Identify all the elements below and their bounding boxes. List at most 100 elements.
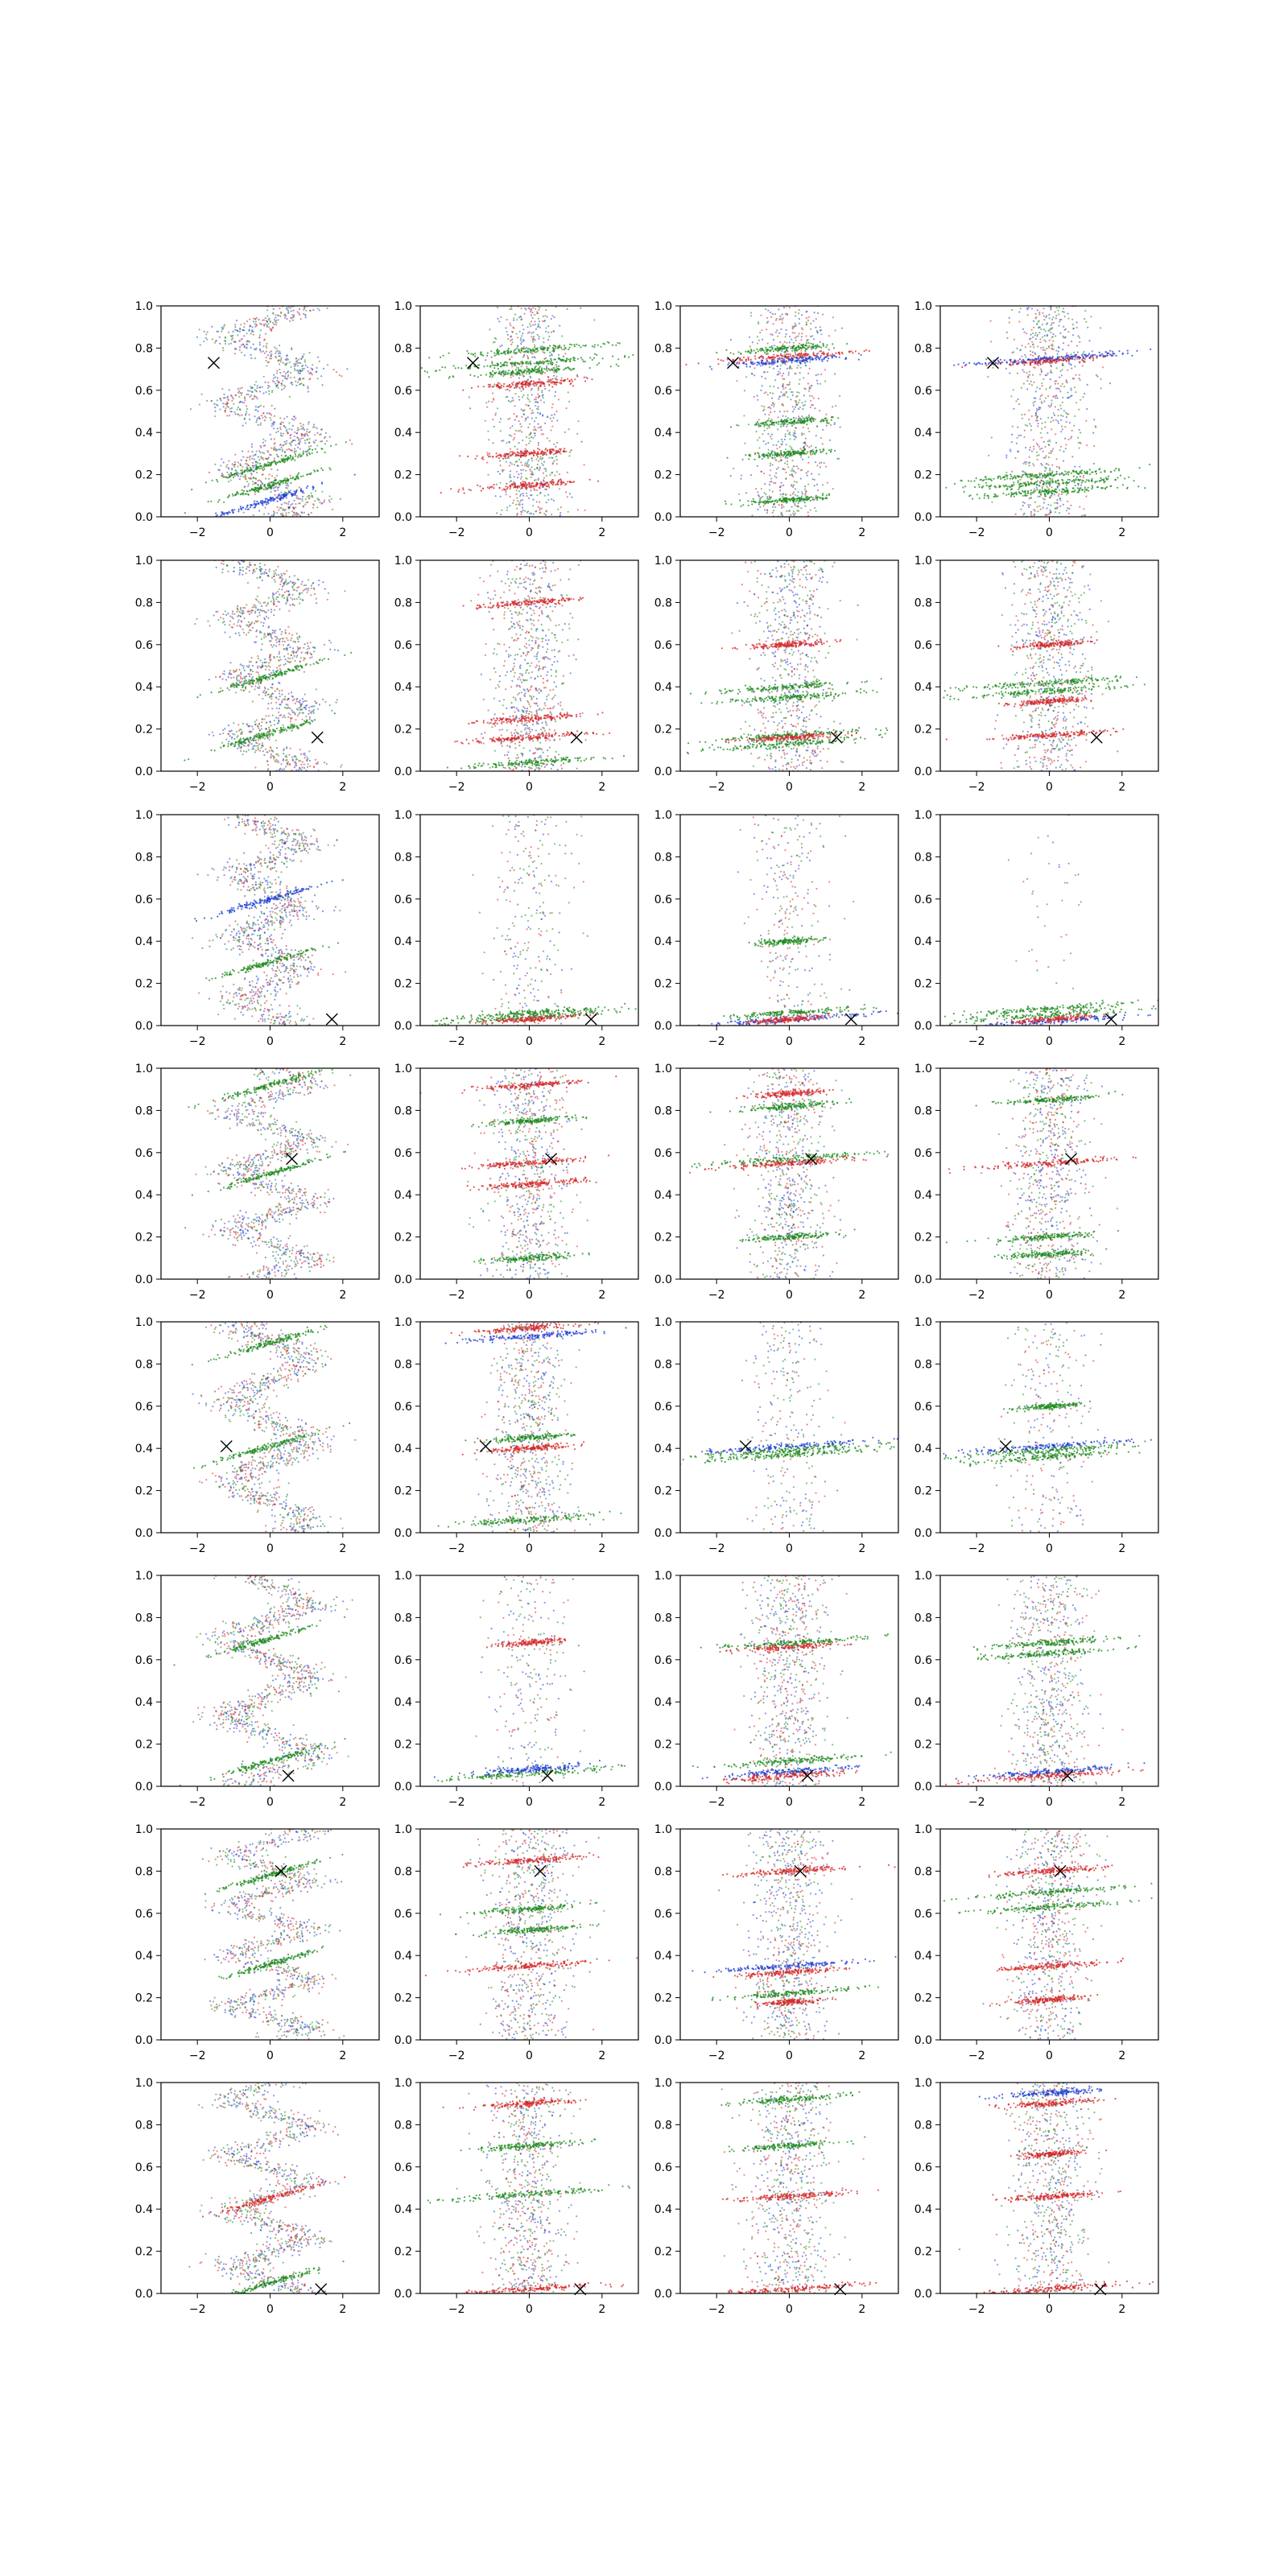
scatter-point	[539, 426, 542, 429]
scatter-point	[762, 433, 764, 436]
scatter-point	[571, 496, 573, 498]
scatter-point	[284, 364, 287, 366]
scatter-point	[520, 390, 522, 392]
scatter-point	[220, 464, 222, 467]
scatter-point	[501, 364, 504, 366]
scatter-point	[543, 468, 546, 470]
scatter-point	[303, 506, 305, 508]
scatter-point	[270, 463, 272, 465]
scatter-point	[293, 419, 295, 421]
scatter-point	[509, 386, 512, 389]
scatter-point	[233, 353, 236, 355]
scatter-point	[811, 473, 813, 475]
scatter-point	[814, 418, 816, 421]
scatter-point	[780, 499, 782, 502]
scatter-point	[761, 329, 763, 332]
scatter-point	[283, 496, 286, 498]
scatter-point	[275, 497, 278, 499]
scatter-point	[765, 308, 767, 311]
scatter-point	[543, 477, 546, 479]
scatter-point	[530, 389, 532, 391]
scatter-point	[727, 364, 729, 366]
scatter-point	[782, 496, 784, 498]
scatter-point	[245, 462, 247, 465]
scatter-point	[440, 492, 442, 494]
scatter-point	[786, 346, 789, 349]
scatter-point	[832, 343, 834, 345]
axes-frame	[679, 305, 899, 518]
scatter-point	[255, 421, 258, 423]
scatter-point	[506, 361, 509, 364]
scatter-point	[803, 345, 805, 348]
scatter-point	[792, 450, 795, 453]
scatter-point	[782, 388, 785, 390]
scatter-point	[518, 473, 520, 476]
scatter-point	[807, 461, 810, 464]
scatter-point	[261, 502, 263, 505]
scatter-point	[762, 496, 764, 498]
scatter-point	[251, 461, 254, 464]
scatter-point	[568, 455, 571, 457]
scatter-point	[774, 360, 776, 362]
scatter-point	[786, 450, 789, 453]
scatter-point	[783, 378, 786, 380]
scatter-point	[520, 347, 523, 349]
scatter-point	[210, 399, 213, 402]
scatter-point	[793, 345, 795, 347]
scatter-point	[780, 481, 782, 484]
scatter-point	[241, 386, 243, 389]
scatter-point	[753, 362, 756, 365]
scatter-point	[1059, 404, 1062, 407]
scatter-point	[294, 369, 296, 372]
scatter-point	[205, 333, 208, 336]
scatter-point	[306, 438, 308, 441]
scatter-point	[274, 320, 277, 323]
scatter-point	[505, 460, 507, 463]
scatter-point	[216, 399, 218, 402]
scatter-point	[497, 352, 500, 355]
scatter-point	[258, 510, 261, 512]
scatter-point	[786, 510, 788, 513]
scatter-point	[826, 421, 828, 423]
scatter-point	[809, 387, 811, 390]
scatter-point	[555, 390, 557, 393]
scatter-point	[548, 390, 551, 392]
scatter-point	[527, 385, 530, 388]
scatter-point	[204, 336, 207, 339]
scatter-point	[243, 354, 246, 357]
scatter-point	[804, 485, 807, 488]
scatter-point	[531, 312, 534, 314]
scatter-point	[233, 341, 235, 343]
scatter-point	[764, 378, 767, 380]
scatter-point	[762, 360, 764, 362]
scatter-point	[743, 415, 745, 417]
scatter-point	[779, 450, 782, 452]
scatter-point	[781, 374, 783, 377]
scatter-point	[548, 440, 551, 442]
scatter-point	[256, 398, 258, 400]
scatter-point	[301, 512, 303, 514]
scatter-point	[534, 314, 536, 316]
scatter-point	[780, 438, 783, 441]
scatter-point	[804, 493, 807, 497]
scatter-point	[507, 399, 510, 402]
scatter-point	[802, 500, 804, 502]
scatter-point	[511, 338, 514, 341]
scatter-point	[486, 352, 489, 354]
scatter-point	[494, 412, 497, 415]
scatter-point	[563, 360, 565, 362]
scatter-point	[747, 500, 749, 502]
scatter-point	[804, 419, 807, 422]
scatter-point	[805, 417, 807, 419]
scatter-point	[235, 473, 238, 476]
scatter-point	[552, 499, 555, 502]
scatter-point	[642, 354, 643, 356]
scatter-point	[822, 345, 825, 347]
scatter-point	[808, 345, 811, 347]
scatter-point	[782, 317, 784, 320]
scatter-point	[791, 497, 793, 500]
scatter-point	[510, 463, 514, 465]
scatter-point	[254, 502, 258, 505]
scatter-point	[289, 474, 291, 477]
scatter-point	[275, 463, 278, 466]
